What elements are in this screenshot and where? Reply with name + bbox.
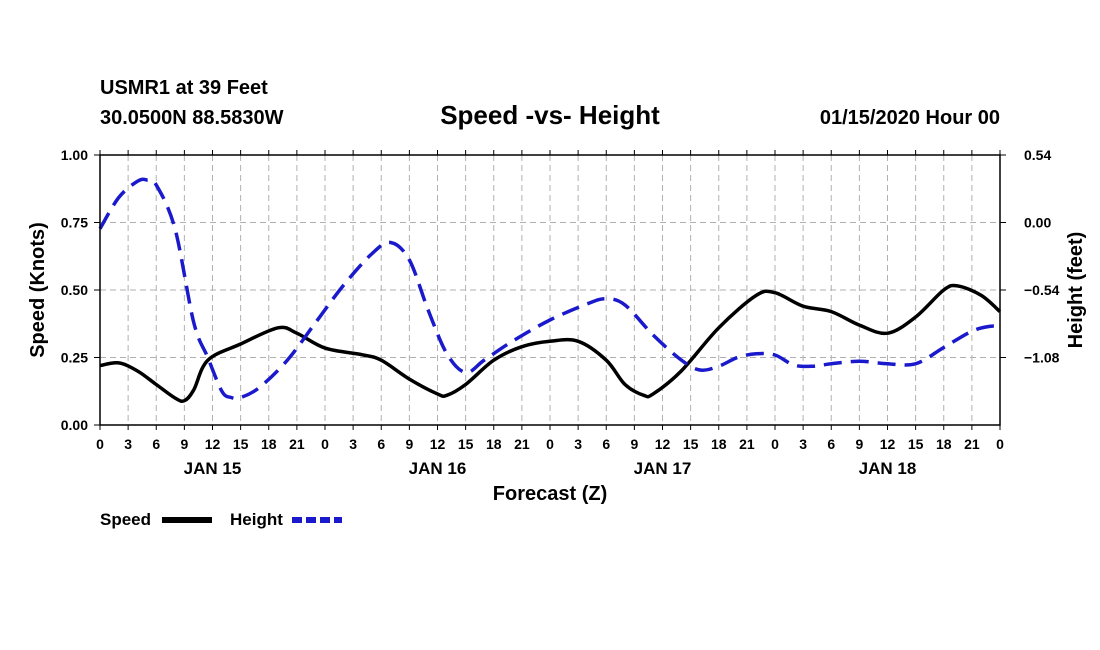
x-tick-label: 12 [655, 436, 671, 452]
x-tick-label: 3 [349, 436, 357, 452]
x-tick-label: 9 [855, 436, 863, 452]
y-tick-label: 0.00 [61, 417, 88, 433]
x-tick-label: 15 [683, 436, 699, 452]
x-tick-label: 9 [405, 436, 413, 452]
x-tick-label: 12 [880, 436, 896, 452]
x-tick-label: 6 [827, 436, 835, 452]
x-tick-label: 15 [908, 436, 924, 452]
y2-tick-label: 0.00 [1024, 215, 1051, 231]
x-tick-label: 9 [180, 436, 188, 452]
issued-label: 01/15/2020 Hour 00 [820, 107, 1000, 129]
day-label: JAN 17 [634, 459, 692, 478]
x-tick-label: 18 [711, 436, 727, 452]
y2-tick-label: −0.54 [1024, 282, 1060, 298]
x-tick-label: 12 [205, 436, 221, 452]
station-label: USMR1 at 39 Feet [100, 77, 268, 99]
y-tick-label: 0.25 [61, 350, 88, 366]
x-axis-title: Forecast (Z) [493, 483, 607, 505]
x-tick-label: 0 [771, 436, 779, 452]
x-tick-label: 21 [739, 436, 755, 452]
x-tick-label: 12 [430, 436, 446, 452]
x-tick-label: 18 [486, 436, 502, 452]
x-tick-label: 3 [799, 436, 807, 452]
y2-tick-label: −1.08 [1024, 350, 1060, 366]
x-tick-label: 9 [630, 436, 638, 452]
height-series-line [98, 177, 1001, 401]
y-tick-label: 0.50 [61, 282, 88, 298]
x-tick-label: 15 [233, 436, 249, 452]
x-tick-label: 3 [574, 436, 582, 452]
axis-ticks: 0 3 6 9 12 15 18 21 0 3 6 9 12 15 18 21 0 3 6 9 12 15 18 21 0 3 6 9… [61, 147, 1060, 478]
x-tick-label: 21 [514, 436, 530, 452]
x-tick-label: 6 [377, 436, 385, 452]
x-tick-label: 0 [546, 436, 554, 452]
x-tick-label: 21 [289, 436, 305, 452]
x-tick-label: 3 [124, 436, 132, 452]
speed-series-line [99, 283, 1002, 403]
day-label: JAN 16 [409, 459, 467, 478]
legend-height-label: Height [230, 510, 283, 529]
x-tick-label: 0 [96, 436, 104, 452]
x-tick-label: 6 [152, 436, 160, 452]
x-tick-label: 21 [964, 436, 980, 452]
x-tick-label: 18 [261, 436, 277, 452]
y2-axis-title: Height (feet) [1065, 232, 1087, 349]
legend-speed-label: Speed [100, 510, 151, 529]
y2-tick-label: 0.54 [1024, 147, 1051, 163]
y-tick-label: 1.00 [61, 147, 88, 163]
y-tick-label: 0.75 [61, 215, 88, 231]
x-tick-label: 18 [936, 436, 952, 452]
x-tick-label: 6 [602, 436, 610, 452]
legend: Speed Height [100, 510, 342, 529]
coords-label: 30.0500N 88.5830W [100, 107, 284, 129]
series-layer [98, 177, 1002, 403]
y-axis-title: Speed (Knots) [27, 222, 49, 358]
grid-lines [100, 155, 1000, 425]
chart-title: Speed -vs- Height [440, 100, 660, 130]
x-tick-label: 15 [458, 436, 474, 452]
x-tick-label: 0 [996, 436, 1004, 452]
day-label: JAN 15 [184, 459, 242, 478]
x-tick-label: 0 [321, 436, 329, 452]
day-label: JAN 18 [859, 459, 917, 478]
